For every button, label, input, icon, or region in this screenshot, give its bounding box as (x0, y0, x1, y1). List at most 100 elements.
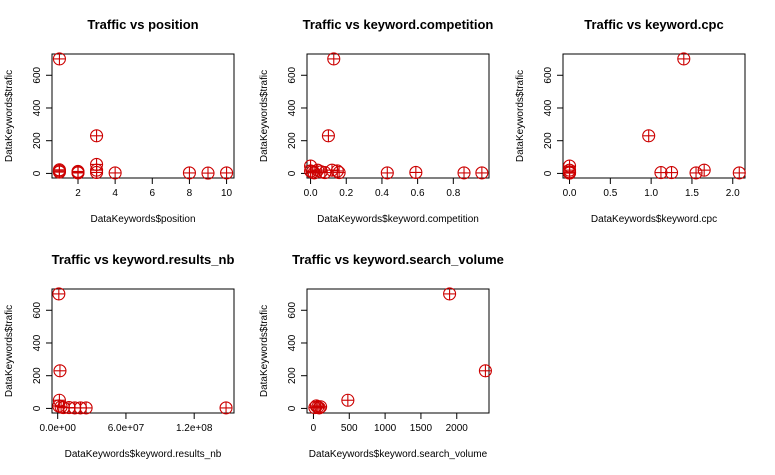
x-tick-label: 0.0 (563, 188, 577, 199)
data-point (90, 129, 104, 143)
y-axis-label: DataKeywords$trafic (259, 305, 270, 397)
data-point (314, 400, 328, 414)
x-tick-label: 1.0 (644, 188, 658, 199)
x-axis-label: DataKeywords$keyword.results_nb (65, 449, 222, 460)
data-point (182, 166, 196, 180)
data-point (332, 166, 346, 180)
data-point (732, 166, 746, 180)
data-point (52, 52, 66, 66)
y-tick-label: 200 (32, 132, 43, 149)
chart-title: Traffic vs keyword.cpc (584, 17, 723, 32)
y-tick-label: 600 (287, 66, 298, 83)
x-tick-label: 1.5 (685, 188, 699, 199)
plot-frame (306, 288, 490, 414)
y-tick-label: 400 (287, 334, 298, 351)
x-tick-label: 1000 (374, 423, 397, 434)
x-tick-label: 0.4 (375, 188, 389, 199)
data-point (457, 166, 471, 180)
data-point (380, 166, 394, 180)
data-point (53, 364, 67, 378)
x-tick-label: 6 (150, 188, 156, 199)
scatter-panel: Traffic vs position DataKeywords$position… (4, 17, 235, 225)
chart-title: Traffic vs keyword.search_volume (292, 252, 504, 267)
y-tick-label: 400 (543, 99, 554, 116)
y-tick-label: 400 (287, 99, 298, 116)
plot-frame (306, 53, 490, 179)
data-point (562, 166, 577, 180)
data-point (71, 166, 85, 180)
data-point (697, 163, 711, 177)
plot-frame (51, 53, 235, 179)
x-tick-label: 0.5 (603, 188, 617, 199)
data-point (664, 166, 679, 180)
data-point (443, 287, 457, 301)
y-tick-label: 0 (32, 170, 43, 176)
y-axis-label: DataKeywords$trafic (4, 305, 15, 397)
x-tick-label: 4 (112, 188, 118, 199)
x-tick-label: 0.2 (339, 188, 353, 199)
y-tick-label: 0 (543, 170, 554, 176)
x-tick-label: 2000 (446, 423, 469, 434)
data-point (318, 166, 332, 180)
x-tick-label: 8 (187, 188, 193, 199)
data-point (52, 287, 66, 301)
data-point (79, 401, 93, 415)
data-point (689, 166, 703, 180)
data-point (201, 166, 215, 180)
y-tick-label: 200 (32, 367, 43, 384)
data-point (642, 129, 656, 143)
chart-title: Traffic vs position (87, 17, 198, 32)
x-tick-label: 10 (221, 188, 233, 199)
x-axis-label: DataKeywords$keyword.search_volume (309, 449, 488, 460)
y-tick-label: 600 (543, 66, 554, 83)
scatter-panel: Traffic vs keyword.search_volume DataKeyw… (259, 252, 504, 460)
data-point (219, 401, 233, 415)
x-tick-label: 500 (341, 423, 358, 434)
data-point (108, 166, 122, 180)
x-axis-label: DataKeywords$position (90, 214, 195, 225)
y-tick-label: 0 (287, 405, 298, 411)
data-point (341, 393, 355, 407)
data-point (52, 165, 66, 179)
chart-title: Traffic vs keyword.competition (303, 17, 494, 32)
y-tick-label: 600 (32, 66, 43, 83)
y-tick-label: 200 (543, 132, 554, 149)
data-point (90, 165, 104, 179)
plot-frame (562, 53, 746, 179)
data-point (321, 129, 335, 143)
x-tick-label: 0.0 (304, 188, 318, 199)
x-tick-label: 2 (75, 188, 81, 199)
data-point (475, 166, 489, 180)
x-tick-label: 1.2e+08 (176, 423, 213, 434)
x-tick-label: 0.0e+00 (39, 423, 76, 434)
chart-title: Traffic vs keyword.results_nb (52, 252, 235, 267)
x-tick-label: 2.0 (726, 188, 740, 199)
data-point (478, 364, 492, 378)
x-tick-label: 0.8 (446, 188, 460, 199)
data-point (409, 165, 423, 179)
scatter-panel: Traffic vs keyword.competition DataKeywor… (259, 17, 493, 225)
plot-frame (51, 288, 235, 414)
x-axis-label: DataKeywords$keyword.competition (317, 214, 479, 225)
x-tick-label: 6.0e+07 (108, 423, 145, 434)
y-axis-label: DataKeywords$trafic (515, 70, 526, 162)
y-tick-label: 400 (32, 334, 43, 351)
y-tick-label: 400 (32, 99, 43, 116)
x-tick-label: 0 (311, 423, 317, 434)
x-axis-label: DataKeywords$keyword.cpc (591, 214, 717, 225)
y-tick-label: 0 (32, 405, 43, 411)
data-point (327, 52, 341, 66)
scatter-panel: Traffic vs keyword.cpc DataKeywords$keywo… (515, 17, 746, 225)
data-point (220, 166, 234, 180)
y-axis-label: DataKeywords$trafic (4, 70, 15, 162)
y-tick-label: 0 (287, 170, 298, 176)
y-tick-label: 600 (287, 301, 298, 318)
data-point (677, 52, 691, 66)
y-tick-label: 200 (287, 367, 298, 384)
x-tick-label: 0.6 (411, 188, 425, 199)
y-axis-label: DataKeywords$trafic (259, 70, 270, 162)
y-tick-label: 600 (32, 301, 43, 318)
x-tick-label: 1500 (410, 423, 433, 434)
scatter-panel: Traffic vs keyword.results_nb DataKeyword… (4, 252, 235, 460)
